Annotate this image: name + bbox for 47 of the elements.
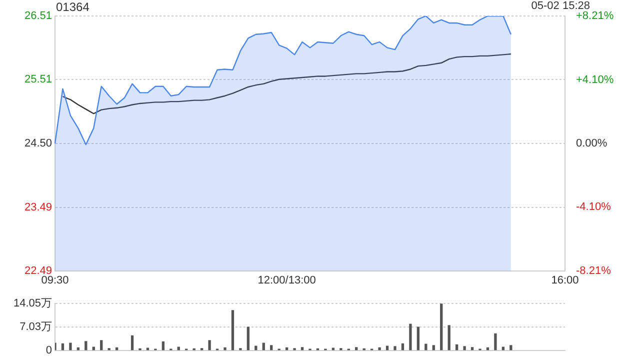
bar (208, 340, 211, 350)
bar (270, 345, 273, 350)
bar (146, 348, 150, 350)
bar (92, 346, 95, 350)
bar (162, 341, 165, 350)
y-tick-label: 25.51 (24, 73, 52, 86)
y2-tick-label: +8.21% (576, 10, 614, 22)
bar (432, 345, 435, 350)
bar (177, 346, 180, 350)
y-tick-label: 24.50 (24, 137, 52, 150)
x-tick-label: 09:30 (41, 274, 69, 286)
bar (416, 326, 420, 350)
bar (448, 325, 450, 350)
chart-title: 01364 (56, 0, 90, 14)
y-tick-label: 14.05万 (13, 298, 52, 310)
y2-tick-label: 0.00% (576, 137, 608, 150)
bar (84, 341, 88, 350)
bar (69, 342, 72, 350)
y-tick-label: 22.49 (24, 264, 52, 277)
bar (510, 345, 512, 350)
bar (394, 346, 396, 350)
y-tick-label: 26.51 (24, 10, 52, 22)
bar (424, 344, 428, 350)
text: 05-02 15:28 (531, 0, 590, 12)
bar (463, 346, 466, 350)
bar (224, 347, 226, 350)
bar (262, 342, 265, 350)
y2-tick-label: -8.21% (576, 264, 612, 277)
bar (409, 324, 412, 350)
y-tick-label: 7.03万 (20, 321, 52, 334)
bar (100, 340, 103, 350)
bar (378, 347, 381, 350)
y2-tick-label: -4.10% (576, 201, 612, 214)
bar (332, 348, 335, 350)
y-tick-label: 23.49 (24, 201, 52, 214)
x-tick-label: 16:00 (551, 274, 579, 286)
bar (502, 346, 505, 350)
y-tick-label: 0 (46, 344, 52, 356)
bar (130, 335, 134, 350)
bar (386, 346, 389, 350)
bar (440, 304, 443, 350)
x-tick-label: 12:00/13:00 (258, 274, 316, 286)
bar (231, 310, 234, 350)
bar (494, 333, 497, 350)
bar (254, 346, 258, 350)
y2-tick-label: +4.10% (576, 74, 614, 86)
bar (246, 326, 250, 350)
